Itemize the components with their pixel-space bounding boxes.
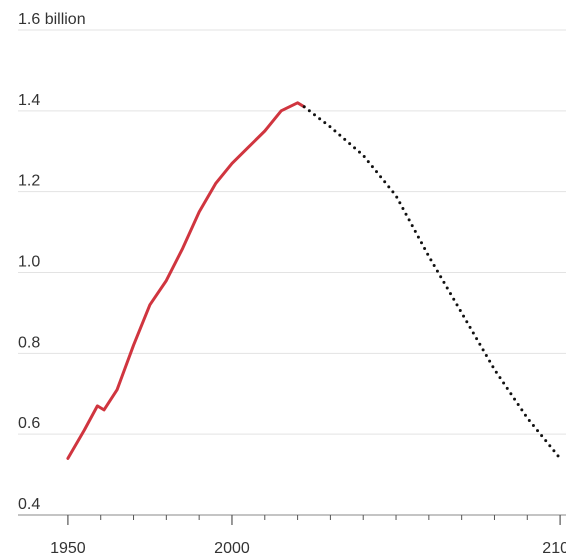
y-tick-label: 0.8	[18, 334, 40, 351]
x-tick-label: 1950	[50, 540, 86, 557]
x-tick-label: 2000	[214, 540, 250, 557]
y-tick-label: 0.6	[18, 415, 40, 432]
series-line	[66, 101, 306, 460]
y-tick-label: 1.0	[18, 254, 40, 271]
y-tick-label: 1.6 billion	[18, 11, 86, 28]
y-tick-label: 1.2	[18, 173, 40, 190]
y-tick-label: 0.4	[18, 496, 40, 513]
x-tick-label: 2100	[542, 540, 566, 557]
y-tick-label: 1.4	[18, 92, 40, 109]
series-line	[302, 105, 562, 460]
